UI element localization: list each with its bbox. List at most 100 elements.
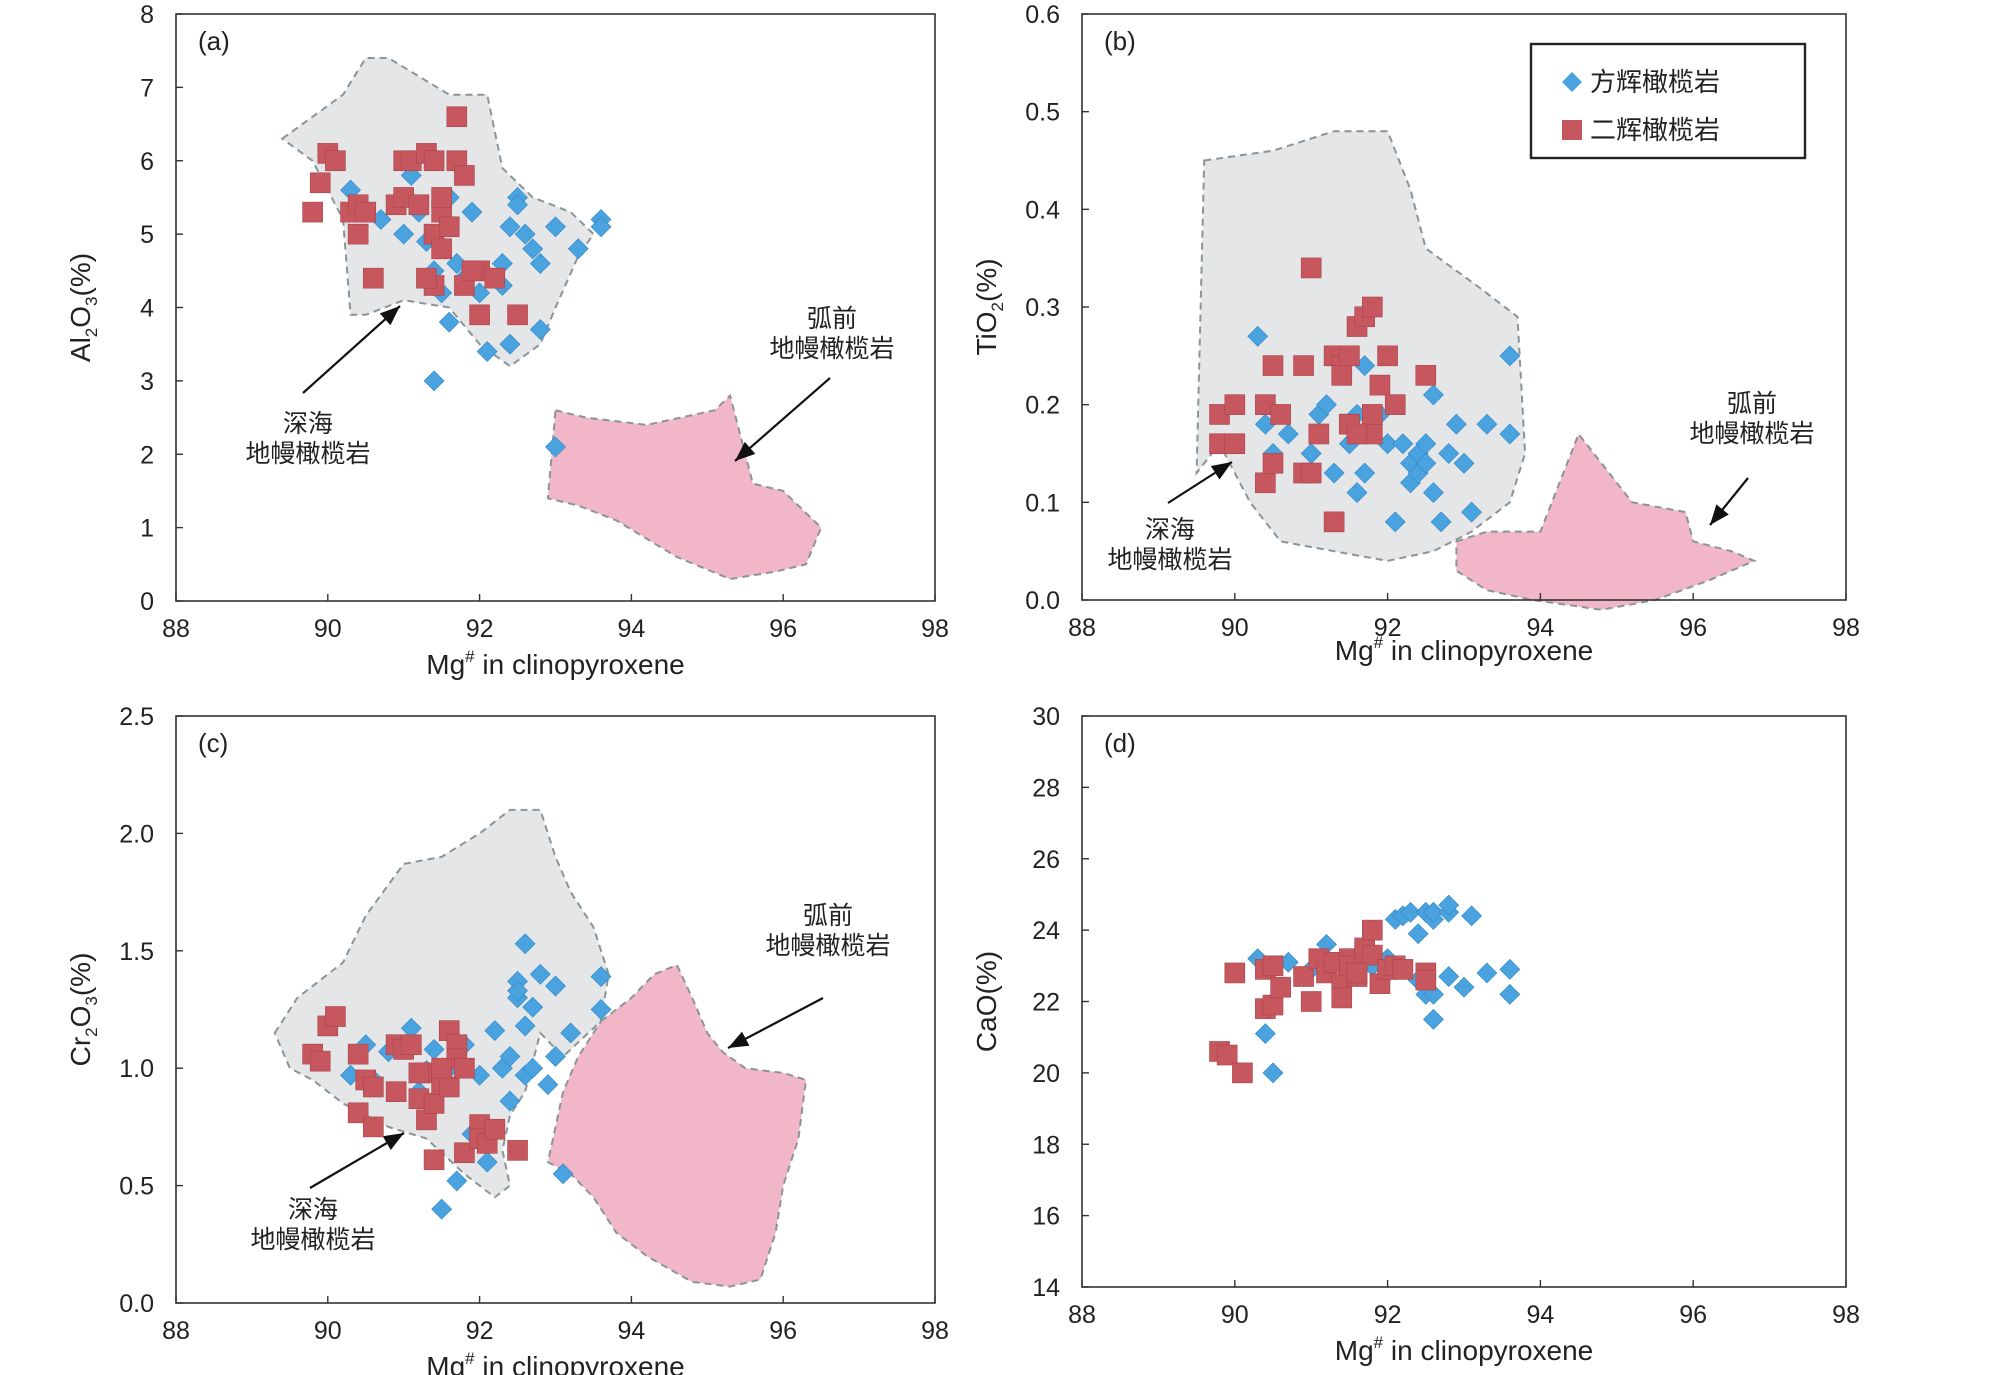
x-tick-label: 88 (162, 615, 190, 643)
point-lherzolite (423, 1149, 445, 1171)
y-tick-label: 22 (1032, 989, 1060, 1017)
y-tick-label: 16 (1032, 1203, 1060, 1231)
point-lherzolite (309, 1050, 331, 1072)
point-lherzolite (469, 304, 490, 326)
x-tick-label: 88 (1068, 614, 1096, 642)
y-tick-label: 0.5 (1025, 99, 1060, 127)
point-lherzolite (507, 1140, 528, 1161)
point-harzburgite (560, 1022, 582, 1044)
point-lherzolite (1308, 423, 1330, 445)
point-harzburgite (1476, 962, 1498, 984)
region-label: 地幔橄榄岩 (245, 440, 370, 468)
point-harzburgite (499, 1090, 521, 1112)
point-harzburgite (507, 194, 528, 216)
point-lherzolite (1255, 472, 1276, 494)
y-axis-label: Cr2O3(%) (65, 953, 101, 1067)
point-lherzolite (385, 1081, 407, 1102)
region-arrow (302, 305, 401, 394)
point-harzburgite (1247, 325, 1269, 347)
legend-label: 二辉橄榄岩 (1590, 115, 1720, 145)
point-lherzolite (484, 1118, 506, 1140)
y-tick-label: 3 (140, 368, 154, 396)
x-tick-label: 98 (1832, 614, 1860, 642)
point-lherzolite (1300, 991, 1322, 1012)
legend-marker-square (1562, 120, 1582, 140)
point-lherzolite (1392, 959, 1414, 980)
y-tick-label: 20 (1032, 1060, 1060, 1088)
panel-label: (a) (198, 26, 230, 56)
point-harzburgite (529, 319, 551, 340)
point-harzburgite (499, 1046, 521, 1067)
y-tick-label: 1.5 (119, 938, 154, 966)
point-lherzolite (400, 1034, 422, 1056)
point-harzburgite (1346, 482, 1368, 503)
point-harzburgite (529, 963, 551, 985)
point-lherzolite (1331, 365, 1353, 386)
arrowhead (735, 441, 756, 461)
point-harzburgite (537, 1074, 559, 1096)
point-lherzolite (1224, 394, 1246, 415)
point-harzburgite (1384, 511, 1406, 533)
panel-label: (d) (1104, 728, 1136, 758)
region-forearc (546, 963, 808, 1288)
point-harzburgite (1453, 976, 1475, 998)
y-tick-label: 2.5 (119, 703, 154, 731)
point-harzburgite (1438, 443, 1460, 464)
point-lherzolite (363, 267, 384, 289)
y-tick-label: 1 (140, 515, 154, 543)
arrowhead (382, 1133, 404, 1151)
x-tick-label: 88 (162, 1317, 190, 1345)
legend-marker-diamond (1562, 72, 1582, 92)
point-lherzolite (325, 150, 346, 172)
y-axis-label: Al2O3(%) (65, 253, 101, 362)
point-lherzolite (1362, 919, 1383, 941)
y-tick-label: 7 (140, 74, 154, 102)
x-tick-label: 96 (769, 615, 797, 643)
region-label: 地幔橄榄岩 (765, 932, 890, 960)
point-harzburgite (545, 436, 566, 458)
point-harzburgite (1438, 894, 1460, 916)
point-harzburgite (507, 980, 528, 1002)
region-label: 深海 (288, 1196, 338, 1224)
point-harzburgite (1445, 413, 1467, 435)
y-tick-label: 1.0 (119, 1055, 154, 1083)
y-tick-label: 2 (140, 441, 154, 469)
region-forearc (546, 393, 823, 581)
point-harzburgite (499, 333, 521, 355)
region-label: 深海 (283, 410, 333, 438)
point-harzburgite (552, 1163, 574, 1185)
point-lherzolite (347, 223, 369, 245)
point-lherzolite (1270, 404, 1291, 425)
point-lherzolite (309, 172, 331, 194)
point-lherzolite (1346, 962, 1368, 984)
point-lherzolite (1293, 966, 1314, 987)
point-harzburgite (514, 933, 536, 955)
point-harzburgite (1499, 958, 1521, 980)
point-lherzolite (1339, 345, 1360, 367)
y-tick-label: 5 (140, 221, 154, 249)
region-label: 地幔橄榄岩 (1689, 420, 1814, 448)
point-lherzolite (431, 238, 452, 260)
point-harzburgite (529, 253, 551, 274)
x-tick-label: 98 (921, 615, 949, 643)
legend-label: 方辉橄榄岩 (1590, 67, 1720, 97)
point-harzburgite (522, 1057, 544, 1079)
point-lherzolite (1262, 355, 1284, 376)
x-tick-label: 94 (617, 1317, 645, 1345)
point-lherzolite (423, 150, 445, 172)
point-lherzolite (1293, 355, 1314, 376)
point-harzburgite (476, 341, 498, 362)
x-tick-label: 92 (466, 615, 494, 643)
region-label: 弧前 (807, 305, 857, 333)
x-axis-label: Mg# in clinopyroxene (426, 1349, 685, 1375)
point-harzburgite (522, 996, 544, 1018)
point-harzburgite (1499, 423, 1521, 445)
point-harzburgite (1499, 345, 1521, 367)
point-harzburgite (461, 201, 483, 223)
point-harzburgite (1423, 482, 1444, 503)
y-tick-label: 0.6 (1025, 1, 1060, 29)
point-lherzolite (1232, 1062, 1253, 1084)
point-lherzolite (1216, 1044, 1238, 1066)
point-lherzolite (454, 165, 475, 186)
